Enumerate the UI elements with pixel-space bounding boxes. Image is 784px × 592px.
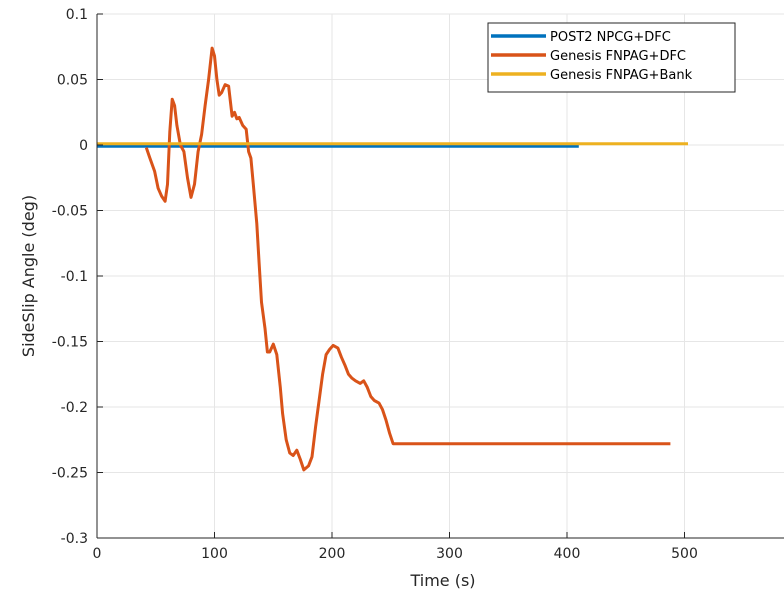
y-tick-label: 0.05 <box>57 73 88 89</box>
y-tick-label: -0.15 <box>52 335 88 351</box>
x-axis-title: Time (s) <box>409 571 475 590</box>
x-tick-label: 0 <box>93 546 102 562</box>
legend-label-3: Genesis FNPAG+Bank <box>550 68 693 83</box>
y-tick-label: 0.1 <box>66 7 88 23</box>
series-line-2 <box>144 46 671 472</box>
legend-label-1: POST2 NPCG+DFC <box>550 30 671 45</box>
legend: POST2 NPCG+DFC Genesis FNPAG+DFC Genesis F… <box>487 22 736 93</box>
y-tick-label: -0.25 <box>52 466 88 482</box>
y-tick-label: 0 <box>79 138 88 154</box>
tick-labels: 0100200300400500600.10.050-0.05-0.1-0.15… <box>52 7 698 562</box>
x-tick-label: 500 <box>671 546 698 562</box>
axes <box>96 13 784 539</box>
x-tick-label: 400 <box>554 546 581 562</box>
y-tick-label: -0.1 <box>61 269 88 285</box>
series-lines <box>97 46 688 472</box>
x-tick-label: 100 <box>201 546 228 562</box>
y-tick-label: -0.3 <box>61 531 88 547</box>
y-tick-label: -0.2 <box>61 400 88 416</box>
y-tick-label: -0.05 <box>52 204 88 220</box>
y-axis-title: SideSlip Angle (deg) <box>19 195 38 357</box>
x-tick-label: 300 <box>436 546 463 562</box>
legend-label-2: Genesis FNPAG+DFC <box>550 49 686 64</box>
x-tick-label: 200 <box>319 546 346 562</box>
